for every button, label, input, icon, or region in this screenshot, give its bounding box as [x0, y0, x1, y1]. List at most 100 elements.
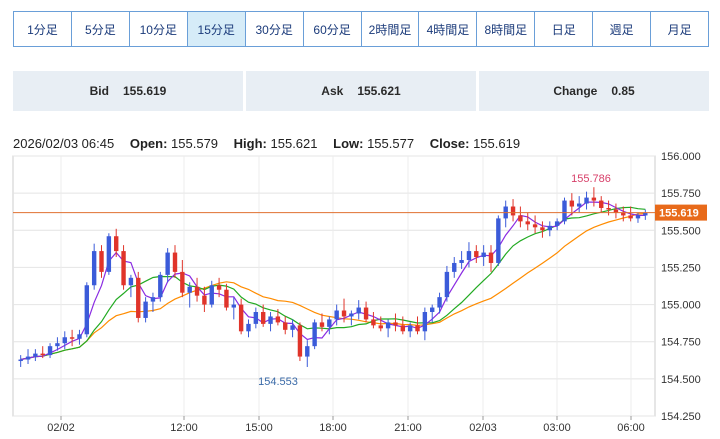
tab-timeframe[interactable]: 1分足	[14, 12, 72, 46]
candle-body	[99, 251, 104, 272]
candle-body	[84, 285, 90, 335]
change-value: 0.85	[611, 84, 635, 98]
candle-body	[268, 316, 273, 324]
candle-body	[150, 297, 156, 302]
ohlc-datetime: 2026/02/03 06:45	[13, 136, 115, 151]
candle-body	[69, 337, 75, 339]
tab-timeframe[interactable]: 10分足	[129, 12, 188, 46]
candle-body	[114, 236, 119, 252]
candle-body	[363, 307, 369, 320]
candle-body	[62, 337, 67, 344]
candle-body	[341, 310, 347, 317]
candle-body	[488, 252, 494, 263]
candle-body	[540, 227, 545, 231]
candle-body	[576, 203, 582, 207]
candle-body	[194, 286, 200, 296]
ask-value: 155.621	[357, 84, 401, 98]
candle-body	[415, 325, 420, 332]
candle-body	[297, 325, 303, 357]
tab-timeframe[interactable]: 60分足	[303, 12, 362, 46]
x-tick-label: 21:00	[394, 422, 422, 434]
candle-body	[106, 236, 112, 272]
candle-body	[385, 322, 391, 329]
tab-timeframe[interactable]: 2時間足	[361, 12, 420, 46]
candle-body	[158, 274, 163, 298]
candle-body	[91, 251, 97, 286]
x-tick-label: 02/02	[47, 422, 75, 434]
ohlc-readout: 2026/02/03 06:45 Open: 155.579 High: 155…	[13, 136, 520, 151]
candle-body	[613, 209, 619, 213]
candle-body	[378, 325, 383, 329]
y-tick-label: 154.500	[661, 374, 701, 386]
candle-body	[77, 334, 82, 339]
candle-body	[290, 325, 295, 330]
candle-body	[231, 304, 236, 308]
candle-body	[430, 307, 435, 312]
candle-body	[599, 200, 604, 208]
y-tick-label: 155.250	[661, 262, 701, 274]
candle-body	[260, 312, 266, 324]
low-marker-label: 154.553	[258, 376, 298, 388]
x-tick-label: 06:00	[617, 422, 645, 434]
candle-body	[121, 251, 126, 286]
candle-body	[55, 343, 60, 347]
candle-body	[165, 252, 170, 275]
price-chart[interactable]: 156.000 155.750 155.500 155.250 155.000 154.7…	[0, 150, 720, 439]
candle-body	[562, 200, 567, 222]
candle-body	[253, 312, 259, 324]
candle-body	[202, 295, 207, 305]
candle-body	[606, 208, 611, 210]
candle-body	[635, 215, 641, 219]
candle-body	[547, 225, 552, 231]
tab-timeframe[interactable]: 15分足	[187, 12, 246, 46]
candle-body	[474, 251, 479, 258]
candle-body	[628, 215, 633, 219]
x-tick-label: 03:00	[543, 422, 571, 434]
candle-body	[510, 206, 516, 216]
candle-body	[238, 304, 244, 332]
tab-timeframe[interactable]: 8時間足	[477, 12, 536, 46]
candle-body	[525, 221, 530, 225]
candle-body	[312, 322, 317, 347]
change-panel: Change 0.85	[479, 71, 709, 111]
tab-timeframe[interactable]: 月足	[651, 12, 709, 46]
x-tick-label: 12:00	[170, 422, 198, 434]
candle-body	[327, 319, 332, 327]
candle-body	[172, 252, 178, 272]
quote-bar: Bid 155.619 Ask 155.621 Change 0.85	[13, 71, 709, 111]
change-label: Change	[553, 84, 598, 98]
candle-body	[532, 224, 538, 228]
tab-timeframe[interactable]: 日足	[535, 12, 594, 46]
bid-label: Bid	[89, 84, 109, 98]
candle-body	[47, 346, 53, 356]
candle-body	[128, 277, 134, 286]
candle-body	[422, 312, 428, 332]
candle-body	[18, 359, 23, 362]
timeframe-tabs: 1分足 5分足 10分足 15分足 30分足 60分足 2時間足 4時間足 8時間足 日足 週足 月足	[13, 11, 709, 47]
candle-body	[356, 307, 361, 314]
candle-body	[407, 325, 413, 332]
high-value: 155.621	[270, 136, 318, 151]
close-label: Close:	[429, 136, 470, 151]
open-label: Open:	[129, 136, 168, 151]
candle-body	[496, 218, 501, 263]
candle-body	[466, 251, 472, 260]
x-tick-label: 02/03	[469, 422, 497, 434]
candle-body	[180, 271, 185, 293]
candle-body	[437, 297, 442, 308]
bid-value: 155.619	[122, 84, 167, 98]
candle-body	[393, 322, 398, 326]
current-price-label: 155.619	[659, 208, 699, 220]
y-tick-label: 154.250	[661, 411, 701, 423]
candle-body	[554, 221, 560, 226]
candle-body	[444, 271, 450, 298]
tab-timeframe[interactable]: 5分足	[71, 12, 130, 46]
low-label: Low:	[333, 136, 364, 151]
candle-body	[400, 325, 406, 332]
tab-timeframe[interactable]: 週足	[593, 12, 652, 46]
ask-panel: Ask 155.621	[246, 71, 476, 111]
candle-body	[334, 310, 339, 320]
candle-body	[224, 289, 229, 308]
tab-timeframe[interactable]: 4時間足	[419, 12, 478, 46]
tab-timeframe[interactable]: 30分足	[245, 12, 304, 46]
